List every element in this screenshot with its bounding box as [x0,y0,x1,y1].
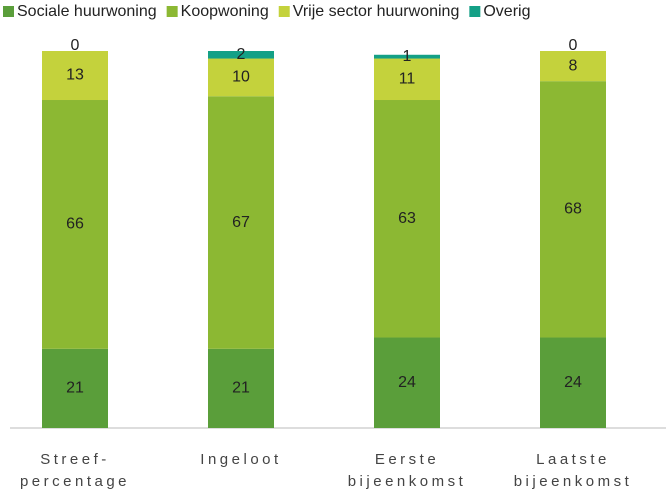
bar-segment [208,348,274,428]
legend-swatch [469,6,481,17]
legend-label: Overig [483,3,530,20]
data-label: 24 [398,374,416,391]
data-label: 67 [232,214,250,231]
data-label: 24 [564,374,582,391]
legend-swatch [3,6,14,17]
x-tick-label: Ingeloot [200,451,281,468]
bar-segment [42,348,108,428]
data-label: 0 [71,37,80,54]
x-tick-label: Streef-percentage [20,451,130,490]
legend-label: Sociale huurwoning [17,3,157,20]
bar-segment [540,337,606,428]
data-label: 2 [237,46,246,63]
bar-segment [540,81,606,338]
bar-segment [374,54,440,59]
bar-segment [208,58,274,97]
legend-swatch [166,6,178,17]
bar-segment [540,51,606,82]
bar-segment [208,96,274,349]
legend-swatch [278,6,290,17]
data-label: 21 [66,380,84,397]
data-label: 10 [232,69,250,86]
legend-label: Koopwoning [181,3,269,20]
data-label: 63 [398,210,416,227]
data-label: 11 [399,70,416,87]
data-label: 1 [403,48,412,65]
bar-segment [374,58,440,101]
x-tick-label: Laatste bijeenkomst [514,451,633,490]
bar-segment [374,337,440,428]
data-label: 13 [66,67,84,84]
data-label: 66 [66,216,84,233]
data-label: 21 [232,380,250,397]
x-tick-label: Eerste bijeenkomst [348,451,467,490]
legend-label: Vrije sector huurwoning [293,3,460,20]
bar-segment [42,51,108,101]
data-label: 68 [564,201,582,218]
bar-segment [208,51,274,59]
bar-segment [374,100,440,338]
data-label: 8 [569,57,578,74]
bar-segment [42,100,108,349]
data-label: 0 [569,37,578,54]
